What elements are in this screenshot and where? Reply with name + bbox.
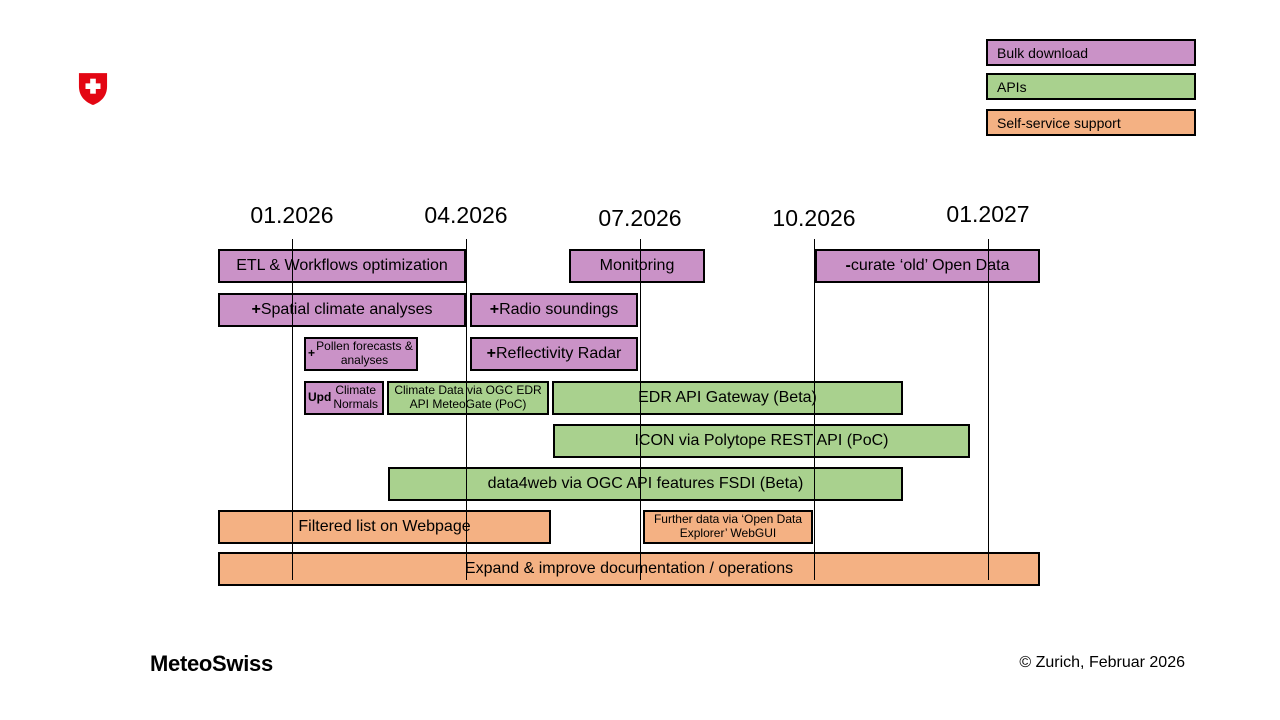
copyright-text: © Zurich, Februar 2026 bbox=[1019, 654, 1185, 671]
gantt-bar: + Spatial climate analyses bbox=[218, 293, 466, 327]
legend-item-apis: APIs bbox=[986, 73, 1196, 100]
timeline-tick-label: 10.2026 bbox=[772, 205, 856, 231]
gantt-bar-prefix: + bbox=[308, 346, 316, 361]
gantt-bar: ETL & Workflows optimization bbox=[218, 249, 466, 283]
gantt-bar: Filtered list on Webpage bbox=[218, 510, 551, 544]
gantt-bar-prefix: + bbox=[486, 344, 496, 362]
timeline-tick-label: 04.2026 bbox=[424, 202, 508, 228]
timeline-tick-label: 07.2026 bbox=[598, 205, 682, 231]
gantt-bar: + Radio soundings bbox=[470, 293, 638, 327]
gantt-bar-label: Pollen forecasts & analyses bbox=[316, 339, 413, 367]
gantt-bar-prefix: - bbox=[845, 256, 851, 274]
gantt-bar: ICON via Polytope REST API (PoC) bbox=[553, 424, 970, 458]
gantt-bar: Expand & improve documentation / operati… bbox=[218, 552, 1040, 586]
gantt-bar-label: Reflectivity Radar bbox=[495, 344, 622, 362]
gantt-bar-label: ICON via Polytope REST API (PoC) bbox=[634, 431, 889, 449]
timeline-gridline bbox=[640, 239, 641, 580]
timeline-gridline bbox=[988, 239, 989, 580]
gantt-bar: EDR API Gateway (Beta) bbox=[552, 381, 903, 415]
gantt-bar-label: Radio soundings bbox=[499, 300, 619, 318]
gantt-bar: Further data via ‘Open Data Explorer’ We… bbox=[643, 510, 813, 544]
legend-item-bulk-download: Bulk download bbox=[986, 39, 1196, 66]
legend-label: APIs bbox=[997, 78, 1027, 95]
gantt-bar: Monitoring bbox=[569, 249, 705, 283]
gantt-bar-label: curate ‘old’ Open Data bbox=[850, 256, 1010, 274]
gantt-bar-label: Expand & improve documentation / operati… bbox=[464, 559, 794, 577]
gantt-bar-label: Further data via ‘Open Data Explorer’ We… bbox=[653, 512, 803, 540]
gantt-bar-prefix: + bbox=[251, 300, 261, 318]
gantt-bar-prefix: + bbox=[489, 300, 500, 318]
swiss-coat-of-arms-icon bbox=[78, 73, 108, 105]
gantt-bar: + Reflectivity Radar bbox=[470, 337, 638, 371]
gantt-bar: Climate Data via OGC EDR API MeteoGate (… bbox=[387, 381, 549, 415]
gantt-bar-label: Climate Data via OGC EDR API MeteoGate (… bbox=[394, 383, 542, 411]
timeline-gridline bbox=[292, 239, 293, 580]
gantt-bar: data4web via OGC API features FSDI (Beta… bbox=[388, 467, 903, 501]
gantt-bar-label: Spatial climate analyses bbox=[260, 300, 433, 318]
legend-label: Self-service support bbox=[997, 114, 1121, 131]
gantt-bar-label: Monitoring bbox=[599, 256, 675, 274]
gantt-bar-label: data4web via OGC API features FSDI (Beta… bbox=[487, 474, 804, 492]
timeline-tick-label: 01.2026 bbox=[250, 202, 334, 228]
timeline-gridline bbox=[466, 239, 467, 580]
gantt-bar-label: ETL & Workflows optimization bbox=[236, 256, 448, 274]
gantt-bar-label: Climate Normals bbox=[333, 383, 378, 411]
legend-item-self-service-support: Self-service support bbox=[986, 109, 1196, 136]
gantt-bar-label: Filtered list on Webpage bbox=[298, 517, 471, 535]
gantt-bar-prefix: Upd bbox=[308, 390, 332, 405]
timeline-gridline bbox=[814, 239, 815, 580]
gantt-bar: Upd Climate Normals bbox=[304, 381, 384, 415]
gantt-bar-label: EDR API Gateway (Beta) bbox=[638, 388, 817, 406]
gantt-bar: + Pollen forecasts & analyses bbox=[304, 337, 418, 371]
brand-wordmark: MeteoSwiss bbox=[150, 651, 273, 676]
timeline-tick-label: 01.2027 bbox=[946, 201, 1030, 227]
gantt-bar: - curate ‘old’ Open Data bbox=[815, 249, 1040, 283]
legend-label: Bulk download bbox=[997, 44, 1089, 61]
